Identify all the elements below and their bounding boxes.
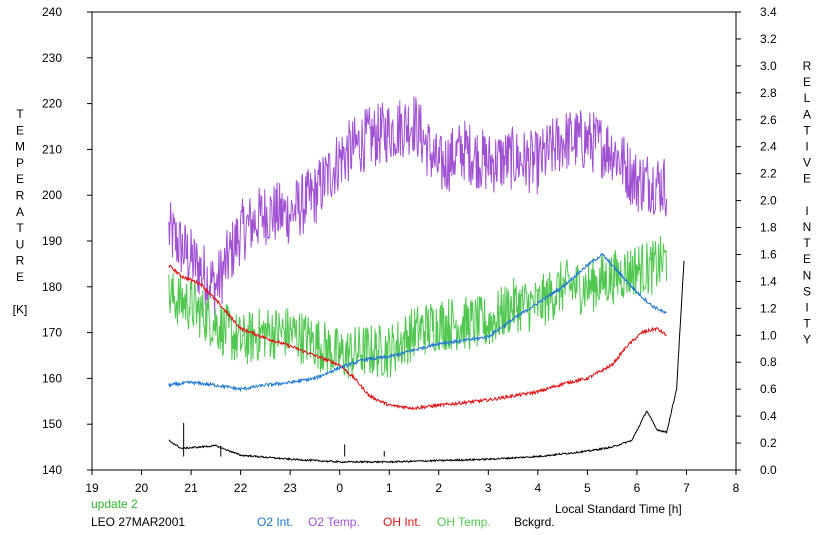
axis-label-letter: Y: [803, 333, 811, 347]
axis-label-letter: R: [803, 59, 812, 73]
axis-label-letter: [K]: [13, 303, 28, 317]
axis-label-letter: S: [803, 284, 811, 298]
x-tick-label: 3: [485, 481, 492, 495]
x-tick-label: 5: [584, 481, 591, 495]
right-tick-label: 1.2: [760, 301, 777, 315]
axis-label-letter: T: [803, 236, 811, 250]
axis-label-letter: E: [803, 172, 811, 186]
axis-label-letter: V: [803, 156, 811, 170]
axis-label-letter: T: [803, 317, 811, 331]
x-tick-label: 2: [435, 481, 442, 495]
series-line: [168, 235, 668, 379]
right-tick-label: 0.6: [760, 382, 777, 396]
right-tick-label: 1.6: [760, 247, 777, 261]
x-axis: 19 20 21 22 23 0 1 2 3 4 5 6 7 8: [85, 470, 740, 495]
legend-item: O2 Temp.: [308, 515, 360, 529]
update-annotation: update 2: [91, 497, 138, 511]
right-tick-label: 3.2: [760, 32, 777, 46]
legend-item: OH Temp.: [437, 515, 491, 529]
axis-label-letter: U: [16, 237, 25, 251]
right-tick-label: 0.0: [760, 463, 777, 477]
axis-label-letter: E: [803, 75, 811, 89]
x-tick-label: 22: [234, 481, 248, 495]
axis-label-letter: T: [803, 123, 811, 137]
legend-item: Bckgrd.: [514, 515, 555, 529]
series-line: [168, 252, 667, 393]
left-y-axis: 140 150 160 170 180 190 200 210 220 230 240: [42, 5, 92, 477]
axis-label-letter: I: [805, 204, 808, 218]
right-y-axis: 0.0 0.2 0.4 0.6 0.8 1.0 1.2 1.4 1.6 1.8 2.0 2.2 2.4 2…: [736, 5, 777, 477]
x-tick-label: 23: [283, 481, 297, 495]
axis-label-letter: R: [16, 189, 25, 203]
x-axis-label: Local Standard Time [h]: [555, 502, 682, 516]
right-tick-label: 2.2: [760, 167, 777, 181]
plot-frame: [91, 11, 737, 471]
axis-label-letter: N: [803, 268, 812, 282]
axis-label-letter: E: [803, 252, 811, 266]
axis-label-letter: E: [16, 172, 24, 186]
axis-label-letter: I: [805, 301, 808, 315]
left-tick-label: 230: [42, 51, 62, 65]
right-tick-label: 1.8: [760, 221, 777, 235]
left-tick-label: 220: [42, 97, 62, 111]
axis-label-letter: P: [16, 156, 24, 170]
left-tick-label: 180: [42, 280, 62, 294]
x-tick-label: 8: [733, 481, 740, 495]
x-tick-label: 21: [184, 481, 198, 495]
series-line: [168, 264, 667, 411]
left-tick-label: 150: [42, 417, 62, 431]
right-tick-label: 1.0: [760, 328, 777, 342]
left-tick-label: 240: [42, 5, 62, 19]
x-tick-label: 20: [135, 481, 149, 495]
right-tick-label: 2.0: [760, 194, 777, 208]
right-tick-label: 3.4: [760, 5, 777, 19]
right-tick-label: 2.6: [760, 113, 777, 127]
left-tick-label: 200: [42, 188, 62, 202]
axis-label-letter: M: [15, 140, 25, 154]
right-tick-label: 2.4: [760, 140, 777, 154]
right-tick-label: 1.4: [760, 274, 777, 288]
x-tick-label: 0: [336, 481, 343, 495]
axis-label-letter: E: [16, 270, 24, 284]
left-tick-label: 140: [42, 463, 62, 477]
left-tick-label: 170: [42, 326, 62, 340]
axis-label-letter: A: [16, 205, 24, 219]
x-tick-label: 4: [535, 481, 542, 495]
right-tick-label: 0.4: [760, 409, 777, 423]
axis-label-letter: N: [803, 220, 812, 234]
legend: O2 Int. O2 Temp. OH Int. OH Temp. Bckgrd.: [257, 515, 555, 529]
left-tick-label: 190: [42, 234, 62, 248]
legend-item: OH Int.: [383, 515, 421, 529]
right-tick-label: 0.2: [760, 436, 777, 450]
axis-label-letter: I: [805, 140, 808, 154]
axis-label-letter: A: [803, 107, 811, 121]
series-line: [168, 260, 685, 464]
right-tick-label: 3.0: [760, 59, 777, 73]
x-tick-label: 6: [634, 481, 641, 495]
x-tick-label: 19: [85, 481, 99, 495]
axis-label-letter: T: [16, 107, 24, 121]
right-tick-label: 2.8: [760, 86, 777, 100]
axis-label-letter: E: [16, 123, 24, 137]
right-tick-label: 0.8: [760, 355, 777, 369]
x-tick-label: 7: [683, 481, 690, 495]
legend-item: O2 Int.: [257, 515, 293, 529]
left-tick-label: 210: [42, 142, 62, 156]
x-tick-label: 1: [386, 481, 393, 495]
axis-label-letter: R: [16, 254, 25, 268]
left-tick-label: 160: [42, 371, 62, 385]
series-line: [168, 96, 668, 317]
axis-label-letter: L: [804, 91, 811, 105]
axis-label-letter: T: [16, 221, 24, 235]
series-layer: [168, 96, 685, 464]
station-annotation: LEO 27MAR2001: [91, 515, 185, 529]
